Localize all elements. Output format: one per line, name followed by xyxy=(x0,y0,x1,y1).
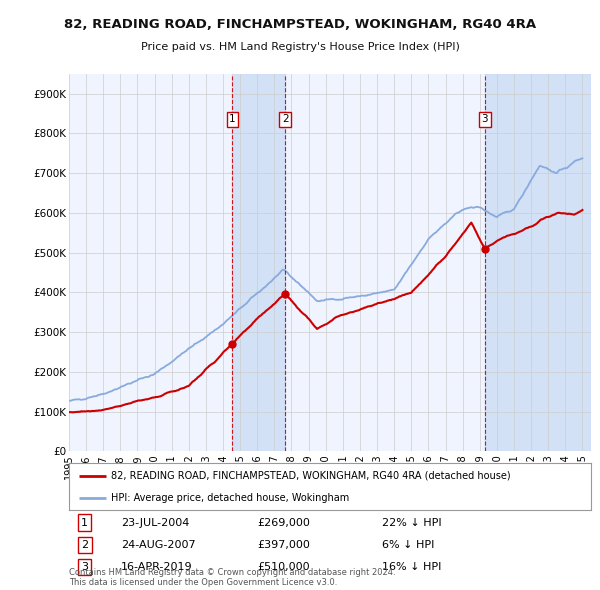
Text: Price paid vs. HM Land Registry's House Price Index (HPI): Price paid vs. HM Land Registry's House … xyxy=(140,42,460,53)
Text: £510,000: £510,000 xyxy=(257,562,310,572)
Text: 16-APR-2019: 16-APR-2019 xyxy=(121,562,193,572)
Text: 2: 2 xyxy=(81,540,88,550)
Text: 22% ↓ HPI: 22% ↓ HPI xyxy=(382,517,442,527)
Text: 23-JUL-2004: 23-JUL-2004 xyxy=(121,517,190,527)
Text: £397,000: £397,000 xyxy=(257,540,310,550)
Text: 1: 1 xyxy=(229,114,236,124)
Text: 24-AUG-2007: 24-AUG-2007 xyxy=(121,540,196,550)
Text: 6% ↓ HPI: 6% ↓ HPI xyxy=(382,540,434,550)
Bar xyxy=(232,74,286,451)
Text: 3: 3 xyxy=(481,114,488,124)
Text: 82, READING ROAD, FINCHAMPSTEAD, WOKINGHAM, RG40 4RA: 82, READING ROAD, FINCHAMPSTEAD, WOKINGH… xyxy=(64,18,536,31)
Text: Contains HM Land Registry data © Crown copyright and database right 2024.
This d: Contains HM Land Registry data © Crown c… xyxy=(69,568,395,587)
Text: 2: 2 xyxy=(282,114,289,124)
Text: HPI: Average price, detached house, Wokingham: HPI: Average price, detached house, Woki… xyxy=(111,493,349,503)
Text: 82, READING ROAD, FINCHAMPSTEAD, WOKINGHAM, RG40 4RA (detached house): 82, READING ROAD, FINCHAMPSTEAD, WOKINGH… xyxy=(111,471,511,481)
Text: 16% ↓ HPI: 16% ↓ HPI xyxy=(382,562,442,572)
Text: £269,000: £269,000 xyxy=(257,517,310,527)
Text: 3: 3 xyxy=(81,562,88,572)
Text: 1: 1 xyxy=(81,517,88,527)
Bar xyxy=(485,74,591,451)
